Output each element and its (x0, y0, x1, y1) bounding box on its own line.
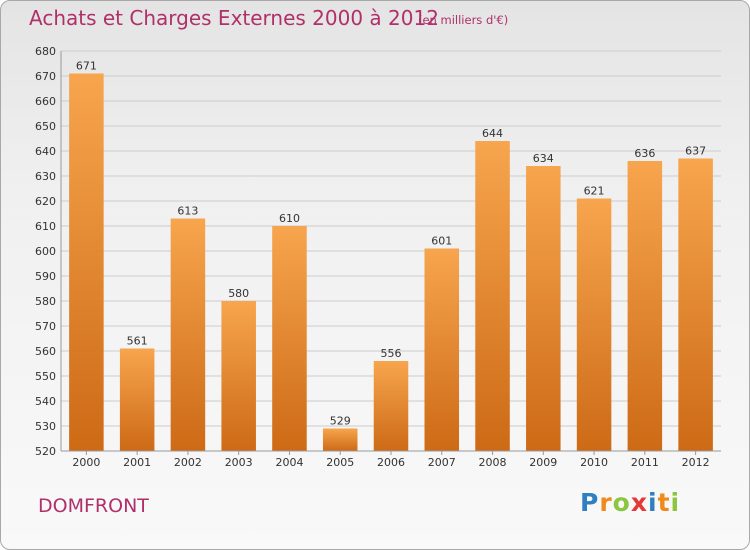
y-tick-label: 580 (35, 295, 56, 308)
y-tick-label: 640 (35, 145, 56, 158)
x-tick-label: 2011 (631, 456, 659, 469)
y-tick-label: 630 (35, 170, 56, 183)
x-tick-label: 2003 (225, 456, 253, 469)
bar (272, 226, 307, 451)
y-tick-label: 650 (35, 120, 56, 133)
data-label: 580 (228, 287, 249, 300)
y-tick-label: 620 (35, 195, 56, 208)
y-tick-label: 670 (35, 70, 56, 83)
bar (576, 198, 612, 451)
y-tick-label: 610 (35, 220, 56, 233)
data-label: 529 (330, 415, 351, 428)
x-tick-label: 2007 (428, 456, 456, 469)
data-label: 671 (76, 60, 97, 73)
x-tick-label: 2002 (174, 456, 202, 469)
data-label: 601 (431, 235, 452, 248)
x-tick-label: 2008 (479, 456, 507, 469)
bar (119, 348, 155, 451)
bar (170, 218, 206, 451)
x-tick-label: 2012 (682, 456, 710, 469)
y-tick-label: 560 (35, 345, 56, 358)
y-tick-label: 550 (35, 370, 56, 383)
x-tick-label: 2000 (72, 456, 100, 469)
y-tick-label: 600 (35, 245, 56, 258)
brand-logo: Proxiti (580, 488, 680, 517)
data-label: 636 (634, 147, 655, 160)
chart-title: Achats et Charges Externes 2000 à 2012 (29, 6, 439, 30)
brand-letter: r (599, 488, 613, 517)
brand-letter: i (648, 488, 658, 517)
brand-letter: i (670, 488, 681, 517)
x-tick-label: 2009 (529, 456, 557, 469)
bar (475, 141, 510, 451)
y-tick-label: 540 (35, 395, 56, 408)
y-tick-label: 570 (35, 320, 56, 333)
bar (69, 73, 104, 451)
bar (627, 161, 663, 451)
brand-letter: x (630, 488, 648, 517)
place-name: DOMFRONT (38, 495, 149, 517)
data-label: 621 (584, 185, 605, 198)
x-tick-label: 2010 (580, 456, 608, 469)
x-tick-label: 2006 (377, 456, 405, 469)
y-tick-label: 680 (35, 45, 56, 58)
brand-letter: t (657, 488, 671, 517)
y-tick-label: 660 (35, 95, 56, 108)
x-tick-label: 2004 (275, 456, 303, 469)
data-label: 610 (279, 212, 300, 225)
data-label: 634 (533, 152, 554, 165)
brand-letter: o (612, 488, 631, 517)
x-tick-label: 2005 (326, 456, 354, 469)
brand-letter: P (580, 488, 600, 517)
bar (678, 158, 713, 451)
bar (526, 166, 561, 451)
data-label: 644 (482, 127, 503, 140)
y-tick-label: 590 (35, 270, 56, 283)
axes: 520 530 540 550 560 570 580 590 600 610 620 630 640 6… (35, 45, 721, 469)
data-label: 637 (685, 145, 706, 158)
y-tick-label: 530 (35, 420, 56, 433)
bar (221, 301, 256, 451)
data-label: 613 (177, 205, 198, 218)
bar (373, 361, 409, 451)
y-tick-label: 520 (35, 445, 56, 458)
bar (424, 248, 460, 451)
bar (322, 428, 358, 451)
data-label: 561 (127, 335, 148, 348)
data-label: 556 (381, 347, 402, 360)
x-tick-label: 2001 (123, 456, 151, 469)
bars: 671 561 613 580 610 529 556 601 644 634 621 636 637 (69, 60, 713, 451)
chart-subtitle: (en milliers d'€) (418, 13, 509, 27)
